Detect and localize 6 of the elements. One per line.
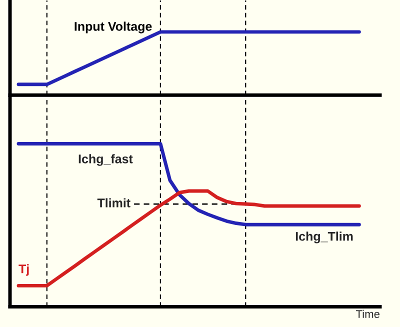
x-axis-title: Time <box>356 310 380 318</box>
annotation: Ichg_Tlim <box>296 232 353 244</box>
series-label: Tj <box>18 264 29 276</box>
ref-line-label: Tlimit <box>97 198 130 208</box>
series-label: Input Voltage <box>74 22 152 34</box>
annotation: Ichg_fast <box>78 154 133 166</box>
